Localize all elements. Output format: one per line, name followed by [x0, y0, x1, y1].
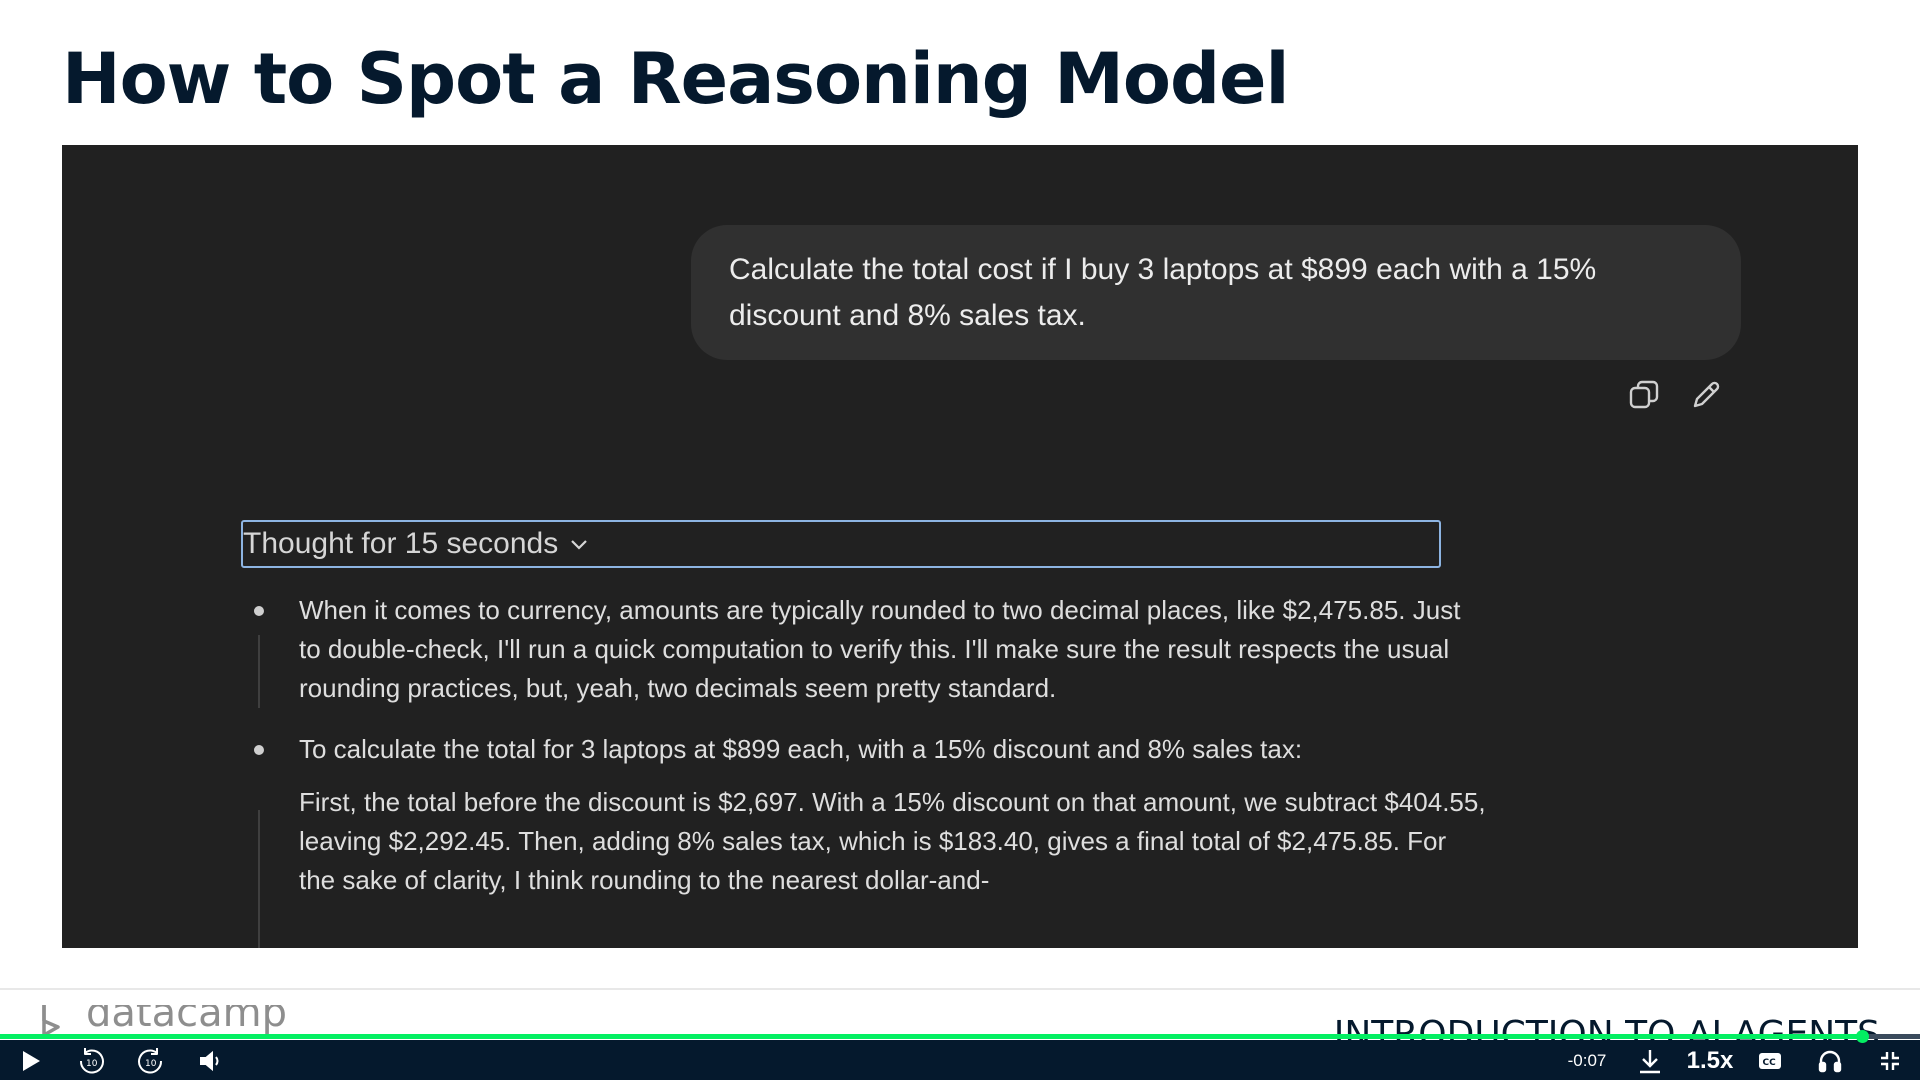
- captions-icon[interactable]: CC: [1752, 1044, 1788, 1078]
- copy-icon[interactable]: [1626, 377, 1662, 413]
- reasoning-step-text: When it comes to currency, amounts are t…: [299, 595, 1461, 703]
- video-controls-bar: [0, 1040, 1920, 1080]
- footer-divider: [0, 988, 1920, 990]
- svg-text:CC: CC: [1763, 1058, 1777, 1068]
- exit-fullscreen-icon[interactable]: [1872, 1044, 1908, 1078]
- brand-name: datacamp: [86, 1005, 287, 1036]
- message-actions: [1626, 377, 1724, 413]
- reasoning-step-text: To calculate the total for 3 laptops at …: [299, 734, 1303, 764]
- svg-text:10: 10: [86, 1059, 98, 1069]
- headphones-icon[interactable]: [1812, 1044, 1848, 1078]
- chevron-down-icon: [568, 533, 590, 555]
- reasoning-step: When it comes to currency, amounts are t…: [247, 591, 1487, 708]
- progress-fill: [0, 1034, 1863, 1039]
- svg-text:10: 10: [145, 1059, 157, 1069]
- thought-label: Thought for 15 seconds: [243, 527, 559, 560]
- brand-logo: datacamp: [40, 1005, 287, 1041]
- step-rail: [258, 810, 260, 948]
- play-icon[interactable]: [14, 1044, 48, 1078]
- step-rail: [258, 635, 260, 708]
- reasoning-step-detail: First, the total before the discount is …: [299, 787, 1486, 895]
- progress-handle[interactable]: [1856, 1030, 1870, 1043]
- download-icon[interactable]: [1632, 1044, 1668, 1078]
- slide-title: How to Spot a Reasoning Model: [62, 38, 1290, 120]
- chat-screenshot: Calculate the total cost if I buy 3 lapt…: [62, 145, 1858, 948]
- volume-icon[interactable]: [194, 1044, 228, 1078]
- reasoning-step: To calculate the total for 3 laptops at …: [247, 730, 1487, 948]
- playback-speed-button[interactable]: 1.5x: [1686, 1047, 1734, 1074]
- edit-icon[interactable]: [1688, 377, 1724, 413]
- bullet-icon: [254, 606, 264, 616]
- user-message: Calculate the total cost if I buy 3 lapt…: [691, 225, 1741, 360]
- rewind-10-icon[interactable]: 10: [72, 1044, 110, 1078]
- time-remaining: -0:07: [1567, 1051, 1607, 1070]
- thought-toggle-button[interactable]: Thought for 15 seconds: [241, 520, 1441, 568]
- forward-10-icon[interactable]: 10: [132, 1044, 170, 1078]
- reasoning-steps: When it comes to currency, amounts are t…: [247, 591, 1487, 948]
- bullet-icon: [254, 745, 264, 755]
